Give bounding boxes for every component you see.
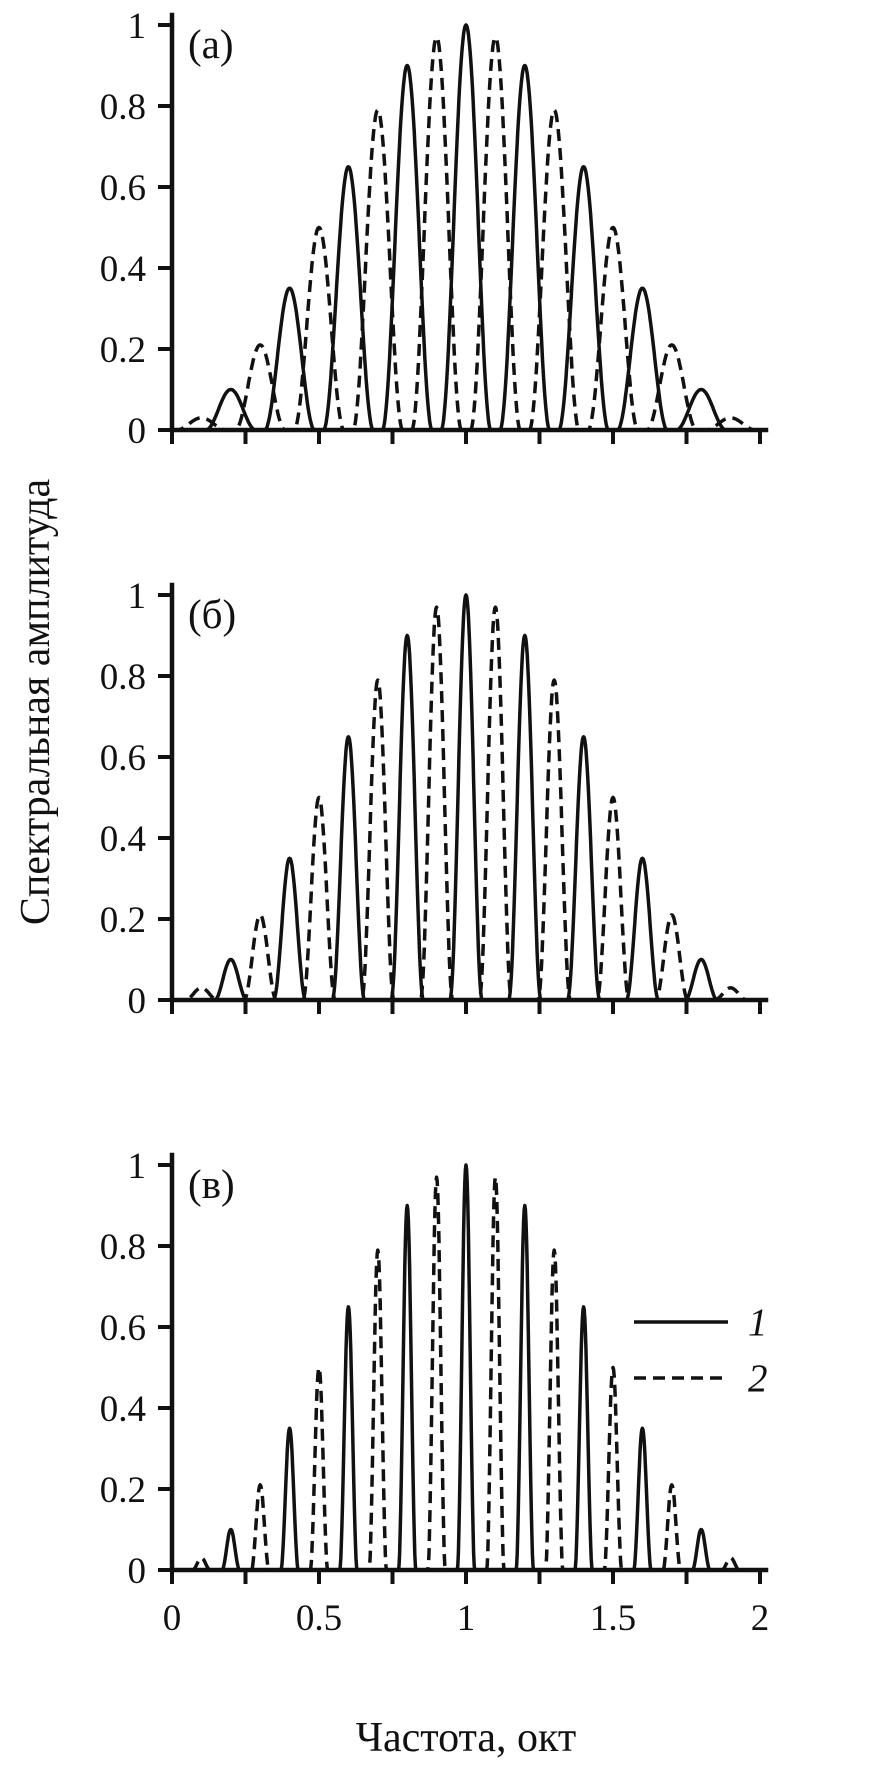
y-tick-label: 0.4 [100, 1389, 146, 1430]
x-tick-label: 0 [163, 1598, 182, 1639]
y-tick-label: 0.6 [100, 738, 146, 779]
y-tick-label: 0 [128, 411, 147, 452]
y-tick-label: 0.2 [100, 330, 146, 371]
panel-a-chart: 0 0.2 0.4 0.6 0.8 1 (а) [100, 6, 769, 452]
panel-label: (а) [188, 21, 234, 67]
series-2-curve [170, 1175, 762, 1572]
panel-label: (б) [188, 591, 236, 637]
x-tick-label: 0.5 [296, 1598, 342, 1639]
y-tick-label: 0.2 [100, 1470, 146, 1511]
y-tick-label: 0.8 [100, 657, 146, 698]
y-tick-label: 0 [128, 981, 147, 1022]
x-tick-label: 2 [751, 1598, 770, 1639]
y-tick-label: 0.8 [100, 87, 146, 128]
y-tick-label: 1 [128, 6, 147, 47]
y-tick-label: 0 [128, 1551, 147, 1592]
series-1-curve [170, 1163, 762, 1572]
y-tick-label: 0.6 [100, 168, 146, 209]
chart-panels: 0 0.2 0.4 0.6 0.8 1 (а) 0 0.2 0.4 0.6 0.8 1 (б) 0 0.2… [100, 6, 770, 1639]
series-1-curve [170, 23, 762, 432]
x-axis-label: Частота, окт [355, 1715, 577, 1761]
y-tick-label: 0.4 [100, 249, 146, 290]
series-2-curve [170, 35, 762, 432]
y-tick-label: 1 [128, 1146, 147, 1187]
series-1-curve [170, 593, 762, 1002]
series-2-curve [170, 605, 762, 1002]
legend-label-2: 2 [748, 1357, 768, 1400]
y-tick-label: 0.4 [100, 819, 146, 860]
y-tick-label: 0.6 [100, 1308, 146, 1349]
panel-label: (в) [188, 1161, 235, 1207]
panel-b-chart: 0 0.2 0.4 0.6 0.8 1 (б) [100, 576, 769, 1022]
y-tick-label: 1 [128, 576, 147, 617]
legend-label-1: 1 [748, 1301, 768, 1344]
x-tick-label: 1 [457, 1598, 476, 1639]
y-tick-label: 0.8 [100, 1227, 146, 1268]
x-tick-label: 1.5 [590, 1598, 636, 1639]
y-tick-label: 0.2 [100, 900, 146, 941]
panel-v-chart: 0 0.2 0.4 0.6 0.8 1 0 0.5 1 1.5 2 (в) 1 2 [100, 1146, 770, 1639]
